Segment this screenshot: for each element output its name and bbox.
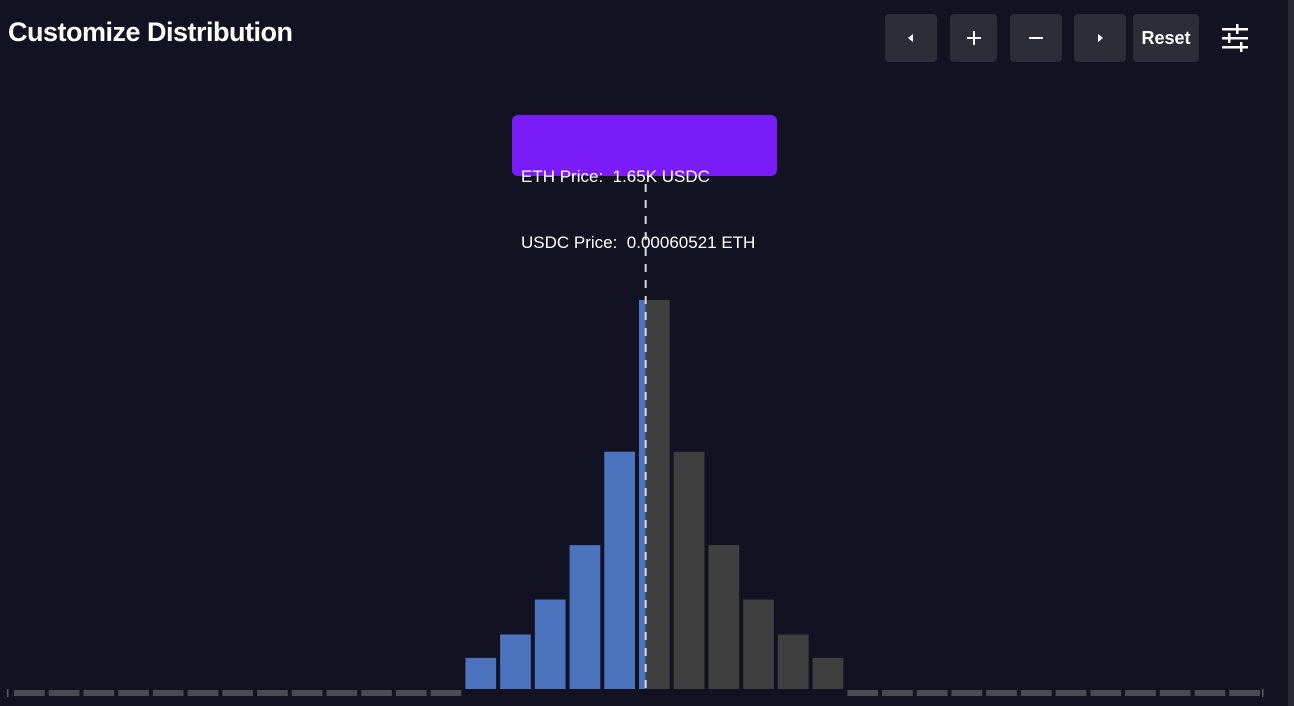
empty-bin-29[interactable] — [1020, 690, 1052, 696]
empty-bin-30[interactable] — [1055, 690, 1087, 696]
empty-bin-11[interactable] — [395, 690, 427, 696]
empty-bin-10[interactable] — [361, 690, 392, 696]
plus-icon — [966, 31, 981, 45]
empty-bin-26[interactable] — [916, 690, 948, 696]
empty-bin-32[interactable] — [1125, 690, 1156, 696]
sliders-icon[interactable] — [1218, 22, 1252, 54]
bar-usdc-15[interactable] — [534, 599, 566, 689]
empty-bin-35[interactable] — [1229, 690, 1260, 696]
usdc-price-text: USDC Price: 0.00060521 ETH — [521, 233, 756, 252]
caret-left-icon — [908, 34, 913, 42]
empty-bin-31[interactable] — [1090, 690, 1122, 696]
bar-usdc-16[interactable] — [569, 545, 601, 689]
empty-bin-0[interactable] — [14, 690, 45, 696]
bar-eth-21[interactable] — [743, 599, 774, 689]
empty-bin-33[interactable] — [1159, 690, 1191, 696]
scrollbar-edge — [1288, 0, 1294, 706]
minus-icon — [1029, 37, 1043, 39]
empty-bin-12[interactable] — [430, 690, 462, 696]
empty-bin-6[interactable] — [222, 690, 254, 696]
empty-bin-9[interactable] — [326, 690, 358, 696]
axis-start-tick — [7, 689, 9, 697]
bar-usdc-17[interactable] — [604, 451, 635, 689]
caret-right-icon — [1098, 34, 1103, 42]
bar-eth-23[interactable] — [812, 657, 844, 689]
empty-bin-8[interactable] — [291, 690, 323, 696]
zoom-in-button[interactable] — [950, 14, 997, 62]
empty-bin-7[interactable] — [257, 690, 288, 696]
page-title: Customize Distribution — [8, 17, 293, 47]
bar-eth-20[interactable] — [708, 545, 740, 689]
shift-right-button[interactable] — [1074, 14, 1126, 62]
axis-end-tick — [1262, 689, 1264, 697]
shift-left-button[interactable] — [885, 14, 937, 62]
zoom-out-button[interactable] — [1010, 14, 1062, 62]
eth-price-text: ETH Price: 1.65K USDC — [521, 167, 710, 186]
bar-usdc-14[interactable] — [500, 634, 531, 689]
empty-bin-1[interactable] — [48, 690, 80, 696]
bar-usdc-13[interactable] — [465, 657, 497, 689]
bar-eth-19[interactable] — [673, 451, 705, 689]
empty-bin-24[interactable] — [847, 690, 879, 696]
empty-bin-28[interactable] — [986, 690, 1017, 696]
empty-bin-34[interactable] — [1194, 690, 1226, 696]
empty-bin-4[interactable] — [152, 690, 184, 696]
empty-bin-2[interactable] — [83, 690, 115, 696]
empty-bin-3[interactable] — [118, 690, 149, 696]
price-tooltip: ETH Price: 1.65K USDC USDC Price: 0.0006… — [512, 115, 777, 252]
bar-eth-22[interactable] — [777, 634, 809, 689]
empty-bin-25[interactable] — [882, 690, 913, 696]
empty-bin-27[interactable] — [951, 690, 983, 696]
empty-bin-5[interactable] — [187, 690, 219, 696]
reset-button[interactable]: Reset — [1133, 14, 1199, 62]
bar-usdc-part-18[interactable] — [639, 300, 646, 689]
bar-eth-part-18[interactable] — [645, 300, 670, 689]
